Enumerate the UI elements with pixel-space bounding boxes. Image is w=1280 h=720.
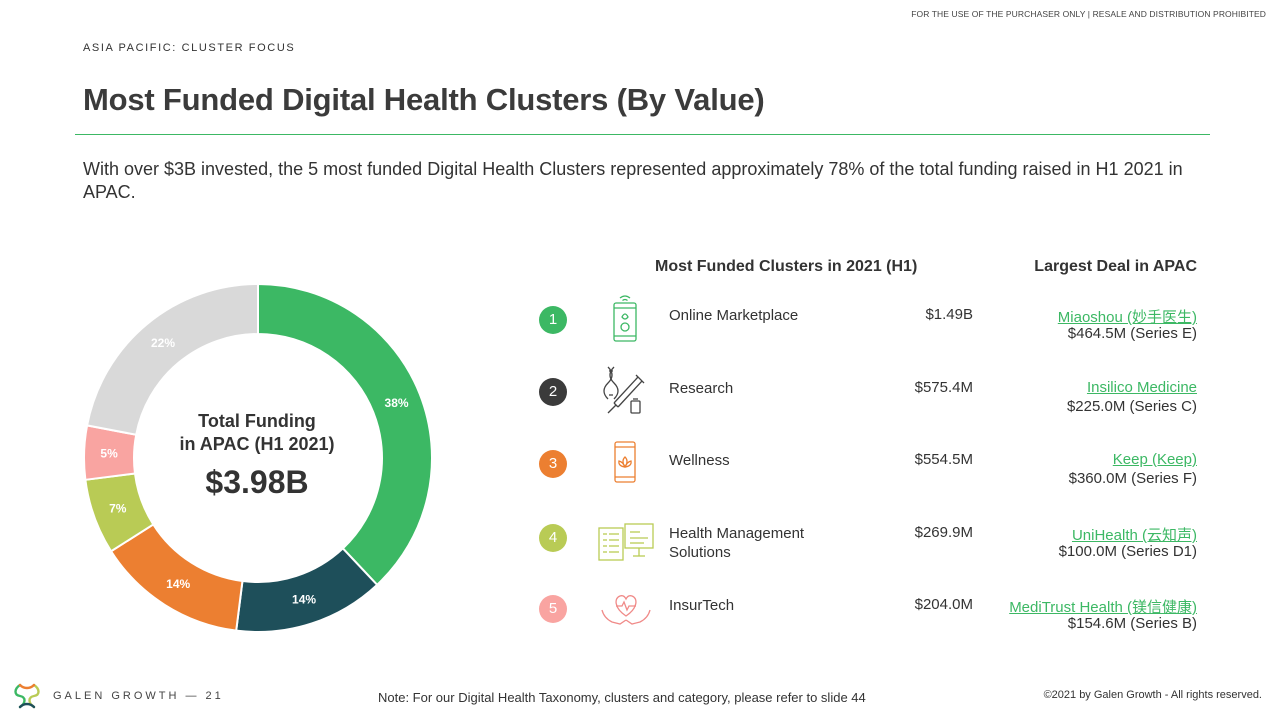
center-label-line1: Total Funding xyxy=(198,411,316,431)
center-total-value: $3.98B xyxy=(205,464,309,500)
deal-company-link[interactable]: Keep (Keep) xyxy=(1112,451,1197,468)
donut-slice-label: 7% xyxy=(109,501,127,515)
cluster-row: 2 Research $575.4M Insilico Medicine $22… xyxy=(0,363,1280,423)
rank-badge: 4 xyxy=(539,524,567,552)
monitor-chart-icon xyxy=(598,510,654,566)
clusters-column-header: Most Funded Clusters in 2021 (H1) xyxy=(655,258,918,275)
cluster-name: Online Marketplace xyxy=(669,307,799,324)
title-divider xyxy=(75,134,1210,135)
footer-note: Note: For our Digital Health Taxonomy, c… xyxy=(378,690,866,705)
deal-amount: $154.6M (Series B) xyxy=(1067,615,1197,632)
heart-hands-icon xyxy=(598,580,654,636)
donut-slice-label: 14% xyxy=(292,593,316,607)
eyebrow: ASIA PACIFIC: CLUSTER FOCUS xyxy=(83,42,296,54)
cluster-row: 4 Health Management Solutions $269.9M Un… xyxy=(0,508,1280,568)
deal-company-link[interactable]: Insilico Medicine xyxy=(1086,379,1197,396)
donut-slice-label: 5% xyxy=(100,446,118,460)
deal-company-link[interactable]: Miaoshou (妙手医生) xyxy=(1057,309,1197,326)
deal-amount: $360.0M (Series F) xyxy=(1068,470,1197,487)
disclaimer: FOR THE USE OF THE PURCHASER ONLY | RESA… xyxy=(911,9,1266,19)
donut-slice-online-marketplace xyxy=(257,282,433,587)
donut-slice-label: 38% xyxy=(385,396,409,410)
cluster-name: Health Management Solutions xyxy=(669,525,805,561)
cluster-row: 5 InsurTech $204.0M MediTrust Health (镁信… xyxy=(0,580,1280,640)
cluster-name: Research xyxy=(669,380,734,397)
cluster-row: 1 Online Marketplace $1.49B Miaoshou (妙手… xyxy=(0,290,1280,350)
deal-amount: $464.5M (Series E) xyxy=(1067,325,1197,342)
donut-slice-label: 22% xyxy=(151,336,175,350)
dna-syringe-icon xyxy=(598,363,654,419)
page-title: Most Funded Digital Health Clusters (By … xyxy=(83,82,765,117)
deal-company-link[interactable]: UniHealth (云知声) xyxy=(1071,527,1197,544)
deal-amount: $225.0M (Series C) xyxy=(1066,398,1197,415)
donut-chart: 38% 14% 14% 7% 5% 22% xyxy=(83,282,433,633)
phone-lotus-icon xyxy=(598,435,654,491)
cluster-funding-value: $1.49B xyxy=(925,306,973,323)
cluster-name: InsurTech xyxy=(669,597,735,614)
cluster-funding-value: $204.0M xyxy=(914,596,973,613)
phone-dollar-icon xyxy=(598,290,654,346)
rank-badge: 2 xyxy=(539,378,567,406)
center-label-line2: in APAC (H1 2021) xyxy=(179,434,335,454)
donut-slice-other xyxy=(85,282,259,436)
deal-company-link[interactable]: MediTrust Health (镁信健康) xyxy=(1009,599,1197,616)
subtitle: With over $3B invested, the 5 most funde… xyxy=(83,159,1183,202)
footer-copyright: ©2021 by Galen Growth - All rights reser… xyxy=(1043,689,1262,701)
rank-badge: 5 xyxy=(539,595,567,623)
galen-growth-logo-icon xyxy=(14,683,40,709)
rank-badge: 1 xyxy=(539,306,567,334)
footer-brand: GALEN GROWTH — 21 xyxy=(53,690,224,702)
cluster-row: 3 Wellness $554.5M Keep (Keep) $360.0M (… xyxy=(0,435,1280,495)
deal-amount: $100.0M (Series D1) xyxy=(1058,543,1197,560)
donut-slice-label: 14% xyxy=(166,577,190,591)
cluster-funding-value: $554.5M xyxy=(914,451,973,468)
cluster-name: Wellness xyxy=(669,452,730,469)
rank-badge: 3 xyxy=(539,450,567,478)
cluster-funding-value: $269.9M xyxy=(914,524,973,541)
donut-center: Total Funding in APAC (H1 2021) $3.98B xyxy=(142,410,372,501)
cluster-funding-value: $575.4M xyxy=(914,379,973,396)
deal-column-header: Largest Deal in APAC xyxy=(1034,258,1197,275)
